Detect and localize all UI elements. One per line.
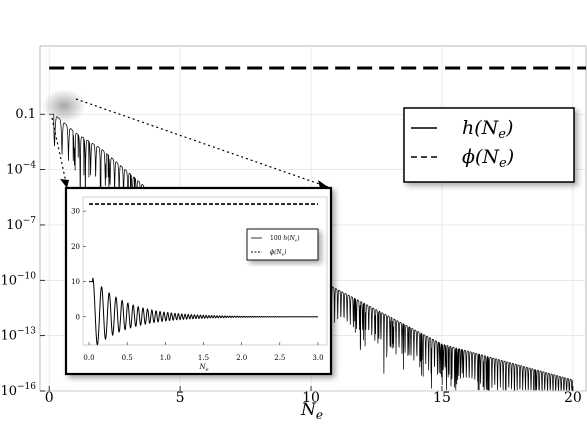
legend-h-label: h(Ne) [462,117,513,142]
inset-h-series-line [89,277,319,346]
main-legend: h(Ne) ϕ(Ne) [403,107,575,183]
x-tick-label: 15 [433,390,451,406]
inset-y-tick-label: 20 [71,243,80,251]
zoom-highlight [42,89,86,123]
inset-x-tick-label: 1.5 [198,354,209,362]
inset-legend: 100 h(Ne) ϕ(Ne) [246,228,319,261]
zoom-arrow-right [318,180,328,188]
inset-y-tick-label: 0 [76,313,80,321]
x-tick-label: 0 [45,390,54,406]
inset-plot-frame [82,196,328,346]
inset-x-tick-label: 1.0 [160,354,171,362]
zoom-connector-top [75,98,329,188]
inset-y-tick-label: 30 [71,208,80,216]
inset-x-tick-label: 2.5 [274,354,285,362]
x-tick-label: 10 [302,390,320,406]
zoom-connector-bottom [51,117,68,188]
inset-axes: 0.0 0.5 1.0 1.5 2.0 2.5 3.0 0 10 20 30 [71,208,323,362]
y-tick-label: 10−13 [0,327,36,344]
x-tick-label: 5 [176,390,185,406]
y-tick-label: 0.1 [15,107,36,122]
y-tick-label: 10−10 [0,271,36,288]
inset-legend-h-label: 100 h(Ne) [270,235,300,243]
legend-phi-label: ϕ(Ne) [462,146,514,171]
inset-x-tick-label: 0.5 [122,354,133,362]
inset-x-tick-label: 2.0 [236,354,247,362]
inset-legend-phi-label: ϕ(Ne) [270,249,287,257]
y-tick-label: 10−16 [0,382,36,399]
inset-y-tick-label: 10 [71,278,80,286]
inset-panel: 0.0 0.5 1.0 1.5 2.0 2.5 3.0 0 10 20 30 Ne 100 h(Ne… [64,186,333,376]
y-tick-label: 10−7 [6,216,36,233]
inset-x-axis-label: Ne [198,363,208,373]
zoom-arrow-left [60,179,69,188]
inset-x-tick-label: 0.0 [83,354,94,362]
main-axes: 0 5 10 15 20 0.1 10−4 10−7 10−10 10−13 10−16 [0,107,581,406]
x-tick-label: 20 [564,390,582,406]
inset-x-tick-label: 3.0 [312,354,323,362]
y-tick-label: 10−4 [6,161,36,178]
